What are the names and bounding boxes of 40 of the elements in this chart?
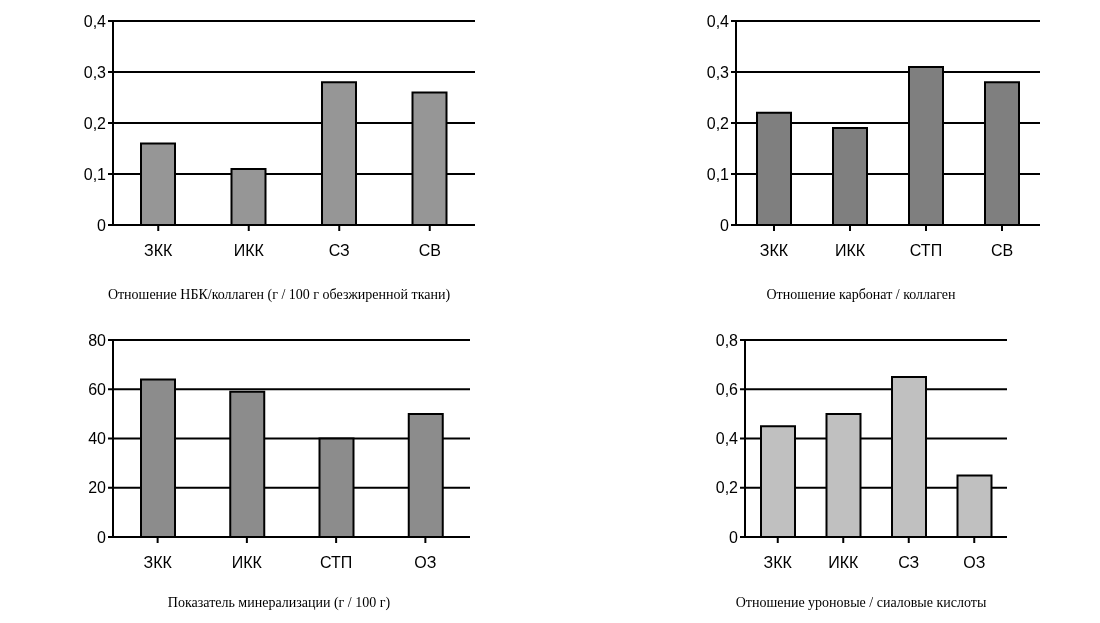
x-tick-label: СВ xyxy=(990,242,1014,260)
y-tick-label: 80 xyxy=(88,331,107,349)
x-tick-label: СВ xyxy=(418,242,441,260)
y-tick-label: 0,4 xyxy=(83,12,107,30)
y-tick-label: 0,2 xyxy=(706,114,730,132)
y-tick-label: 0 xyxy=(97,528,107,546)
y-tick-label: 0,8 xyxy=(715,331,739,349)
y-tick-label: 0,2 xyxy=(715,479,739,497)
x-tick-label: ЗКК xyxy=(763,554,793,572)
x-tick-label: СЗ xyxy=(328,242,350,260)
x-tick-label: ИКК xyxy=(233,242,265,260)
y-tick-label: 0,1 xyxy=(706,165,730,183)
x-tick-label: ЗКК xyxy=(143,554,173,572)
x-tick-label: СТП xyxy=(319,554,353,572)
text: Отношение карбонат / коллаген xyxy=(765,287,957,303)
x-tick-label: ИКК xyxy=(834,242,866,260)
y-tick-label: 0,1 xyxy=(83,165,107,183)
x-tick-label: ИКК xyxy=(828,554,859,572)
y-tick-label: 0,4 xyxy=(706,12,730,30)
x-tick-label: СЗ xyxy=(898,554,920,572)
y-tick-label: 40 xyxy=(88,430,107,448)
y-tick-label: 0,6 xyxy=(715,380,739,398)
text: Отношение НБК/коллаген (г / 100 г обезжиренной ткани) xyxy=(106,287,452,303)
y-tick-label: 20 xyxy=(88,479,107,497)
y-tick-label: 0,4 xyxy=(715,430,739,448)
y-tick-label: 0 xyxy=(729,528,739,546)
y-tick-label: 0,3 xyxy=(83,63,107,81)
y-tick-label: 0 xyxy=(97,216,107,234)
y-tick-label: 0,3 xyxy=(706,63,730,81)
x-tick-label: ИКК xyxy=(231,554,263,572)
x-tick-label: ОЗ xyxy=(414,554,437,572)
x-tick-label: ОЗ xyxy=(963,554,986,572)
y-tick-label: 60 xyxy=(88,380,107,398)
text: Отношение уроновые / сиаловые кислоты xyxy=(734,595,988,611)
y-tick-label: 0 xyxy=(720,216,730,234)
x-tick-label: ЗКК xyxy=(144,242,174,260)
x-tick-label: ЗКК xyxy=(759,242,789,260)
text: Показатель минерализации (г / 100 г) xyxy=(166,595,392,611)
y-tick-label: 0,2 xyxy=(83,114,107,132)
x-tick-label: СТП xyxy=(909,242,943,260)
